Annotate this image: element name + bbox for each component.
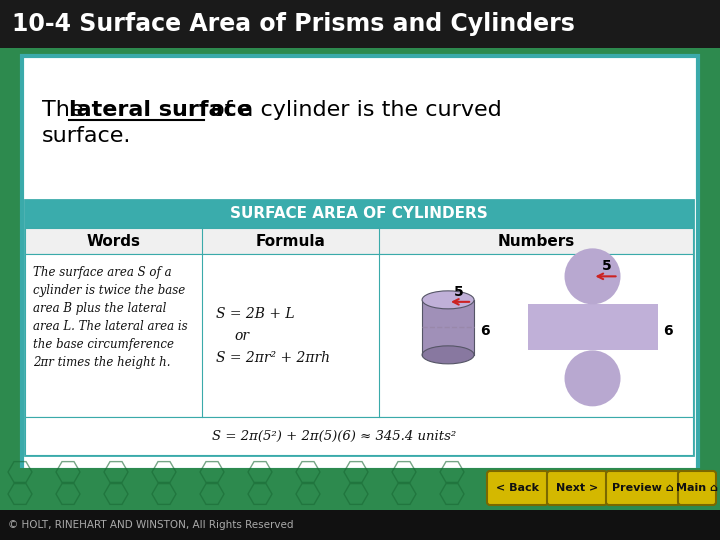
Bar [25,200,693,455]
Text: The: The [42,100,91,120]
Text: The surface area S of a
cylinder is twice the base
area B plus the lateral
area : The surface area S of a cylinder is twic… [33,266,188,369]
Text: 10-4 Surface Area of Prisms and Cylinders: 10-4 Surface Area of Prisms and Cylinder… [12,12,575,36]
Text: of a cylinder is the curved: of a cylinder is the curved [204,100,502,120]
Text: 5: 5 [454,285,464,299]
Bar [0,510,720,540]
Bar [22,56,698,470]
Text: SURFACE AREA OF CYLINDERS: SURFACE AREA OF CYLINDERS [230,206,488,221]
FancyBboxPatch shape [678,471,716,505]
Text: lateral surface: lateral surface [69,100,252,120]
Bar [528,305,657,350]
Bar [422,300,474,355]
Text: S = 2π(5²) + 2π(5)(6) ≈ 345.4 units²: S = 2π(5²) + 2π(5)(6) ≈ 345.4 units² [212,429,456,442]
Ellipse shape [422,291,474,309]
Text: Main ⌂: Main ⌂ [676,483,718,493]
Ellipse shape [564,350,621,407]
Bar [0,0,720,48]
FancyBboxPatch shape [487,471,548,505]
Bar [25,228,693,254]
Bar [25,254,693,417]
Text: S = 2πr² + 2πrh: S = 2πr² + 2πrh [216,350,330,365]
Text: Preview ⌂: Preview ⌂ [612,483,674,493]
Bar [25,417,693,455]
Text: surface.: surface. [42,126,131,146]
FancyBboxPatch shape [606,471,680,505]
Ellipse shape [564,248,621,305]
Bar [25,200,693,228]
Text: 6: 6 [664,325,673,339]
FancyBboxPatch shape [547,471,607,505]
Text: 6: 6 [480,325,490,339]
Bar [0,468,720,510]
Ellipse shape [422,346,474,364]
Text: Numbers: Numbers [498,233,575,248]
Text: S = 2B + L: S = 2B + L [216,307,294,321]
Text: or: or [234,328,249,342]
Text: Words: Words [86,233,140,248]
Text: < Back: < Back [496,483,539,493]
Text: © HOLT, RINEHART AND WINSTON, All Rights Reserved: © HOLT, RINEHART AND WINSTON, All Rights… [8,520,294,530]
Text: 5: 5 [602,259,611,273]
Text: Formula: Formula [256,233,325,248]
Text: Next >: Next > [556,483,598,493]
